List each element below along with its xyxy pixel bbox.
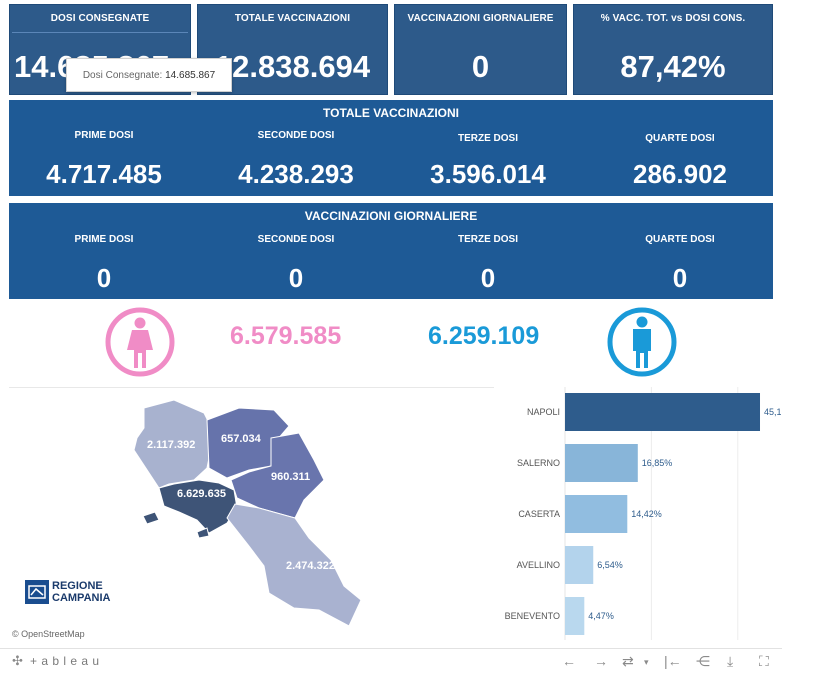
kpi-label: VACCINAZIONI GIORNALIERE (407, 13, 554, 24)
map-label-avellino: 960.311 (271, 471, 310, 483)
male-count: 6.259.109 (428, 322, 540, 350)
category-label: SALERNO (517, 458, 560, 468)
bar-benevento[interactable] (565, 597, 585, 635)
stat-seconde-dosi[interactable]: SECONDE DOSI 4.238.293 (201, 130, 391, 189)
kpi-divider (12, 32, 188, 33)
kpi-label: TOTALE VACCINAZIONI (234, 13, 351, 24)
share-icon[interactable]: ⋲ (696, 653, 710, 669)
regione-campania-logo: REGIONE CAMPANIA (25, 580, 111, 604)
female-icon (105, 307, 175, 377)
stat-label: QUARTE DOSI (645, 133, 715, 144)
stat-label: QUARTE DOSI (645, 234, 715, 245)
stat-prime-dosi[interactable]: PRIME DOSI 0 (9, 234, 199, 293)
stat-label: SECONDE DOSI (257, 130, 335, 141)
reset-icon[interactable]: |← (664, 653, 682, 669)
tableau-brand[interactable]: + a b l e a u (30, 654, 100, 668)
stat-label: PRIME DOSI (74, 130, 134, 141)
category-label: CASERTA (518, 509, 560, 519)
map-svg[interactable]: 2.117.392 657.034 960.311 6.629.635 2.47… (9, 388, 494, 641)
stat-value: 3.596.014 (430, 159, 546, 189)
logo-line2: CAMPANIA (52, 592, 111, 604)
bar-chart-svg[interactable]: NAPOLI 45,14% SALERNO 16,85% CASERTA 14,42% AV… (494, 387, 795, 640)
panel-totale-vaccinazioni: TOTALE VACCINAZIONI PRIME DOSI 4.717.485… (9, 100, 773, 196)
map-label-salerno: 2.474.322 (286, 560, 335, 572)
stat-value: 286.902 (633, 159, 727, 189)
stat-value: 0 (480, 263, 496, 293)
value-label: 14,42% (631, 509, 662, 519)
province-caserta[interactable] (133, 399, 215, 489)
fullscreen-icon[interactable]: ⛶ (759, 653, 769, 669)
stat-label: PRIME DOSI (74, 234, 134, 245)
bar-avellino[interactable] (565, 546, 594, 584)
redo-icon[interactable]: → (594, 653, 608, 669)
dropdown-icon[interactable]: ▾ (644, 657, 649, 667)
male-icon (607, 307, 677, 377)
footer-toolbar: ✣ + a b l e a u ← → ⇄ ▾ |← ⋲ ⤓ ⛶ (0, 648, 782, 673)
tableau-logo-icon[interactable]: ✣ (12, 653, 23, 668)
undo-icon[interactable]: ← (562, 653, 576, 669)
tooltip-value: 14.685.867 (165, 70, 216, 81)
stat-value: 0 (288, 263, 304, 293)
bar-caserta[interactable] (565, 495, 628, 533)
category-label: NAPOLI (527, 407, 560, 417)
map-label-benevento: 657.034 (221, 433, 262, 445)
stat-label: TERZE DOSI (457, 133, 518, 144)
kpi-vaccinazioni-giornaliere[interactable]: VACCINAZIONI GIORNALIERE 0 (394, 4, 567, 95)
bar-napoli[interactable] (565, 393, 761, 431)
map-credit[interactable]: © OpenStreetMap (12, 629, 85, 639)
kpi-label: % VACC. TOT. vs DOSI CONS. (600, 13, 746, 24)
stat-label: TERZE DOSI (457, 234, 518, 245)
female-count: 6.579.585 (230, 322, 342, 350)
province-bar-chart[interactable]: NAPOLI 45,14% SALERNO 16,85% CASERTA 14,42% AV… (494, 387, 795, 640)
bar-salerno[interactable] (565, 444, 638, 482)
stat-label: SECONDE DOSI (257, 234, 335, 245)
kpi-value: 87,42% (620, 49, 726, 84)
kpi-percentuale[interactable]: % VACC. TOT. vs DOSI CONS. 87,42% (573, 4, 773, 95)
stat-quarte-dosi[interactable]: QUARTE DOSI 0 (585, 234, 775, 293)
map-label-napoli: 6.629.635 (177, 488, 226, 500)
province-napoli-islands[interactable] (142, 511, 210, 539)
kpi-value: 12.838.694 (214, 49, 371, 84)
value-label: 4,47% (588, 611, 614, 621)
province-salerno[interactable] (226, 503, 362, 627)
tooltip: Dosi Consegnate: 14.685.867 (66, 58, 232, 92)
panel-vaccinazioni-giornaliere: VACCINAZIONI GIORNALIERE PRIME DOSI 0 SE… (9, 203, 773, 299)
stat-terze-dosi[interactable]: TERZE DOSI 3.596.014 (393, 133, 583, 189)
kpi-value: 0 (471, 49, 490, 84)
value-label: 6,54% (597, 560, 623, 570)
campania-map[interactable]: 2.117.392 657.034 960.311 6.629.635 2.47… (9, 387, 494, 641)
stat-value: 0 (96, 263, 112, 293)
stat-prime-dosi[interactable]: PRIME DOSI 4.717.485 (9, 130, 199, 189)
stat-value: 4.238.293 (238, 159, 354, 189)
stat-value: 0 (672, 263, 688, 293)
category-label: AVELLINO (517, 560, 560, 570)
logo-line1: REGIONE (52, 580, 103, 592)
panel-title: TOTALE VACCINAZIONI (323, 106, 459, 120)
panel-title: VACCINAZIONI GIORNALIERE (304, 209, 478, 223)
stat-seconde-dosi[interactable]: SECONDE DOSI 0 (201, 234, 391, 293)
stat-value: 4.717.485 (46, 159, 162, 189)
kpi-label: DOSI CONSEGNATE (50, 13, 150, 24)
value-label: 45,14% (764, 407, 781, 417)
value-label: 16,85% (642, 458, 673, 468)
stat-terze-dosi[interactable]: TERZE DOSI 0 (393, 234, 583, 293)
category-label: BENEVENTO (505, 611, 560, 621)
map-label-caserta: 2.117.392 (147, 439, 195, 451)
stat-quarte-dosi[interactable]: QUARTE DOSI 286.902 (585, 133, 775, 189)
revert-icon[interactable]: ⇄ (622, 653, 634, 669)
tooltip-label: Dosi Consegnate: (82, 70, 163, 81)
download-icon[interactable]: ⤓ (727, 653, 734, 669)
